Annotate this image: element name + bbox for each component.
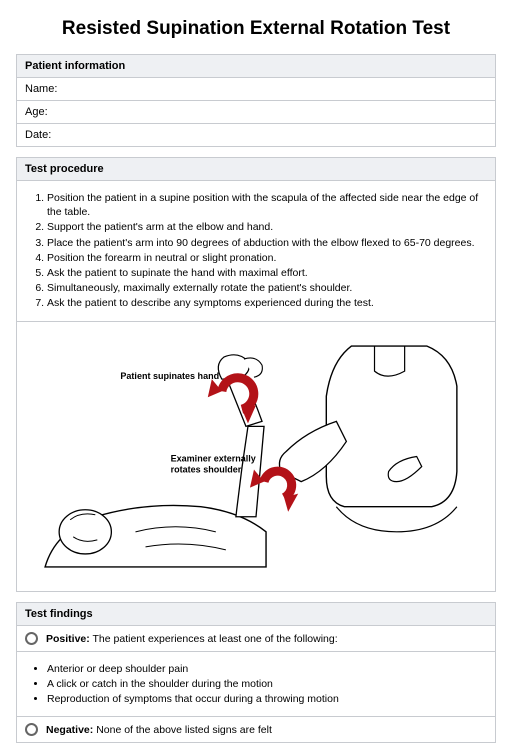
illustration: Patient supinates hand Examiner external…: [16, 322, 496, 592]
section-header-procedure: Test procedure: [16, 157, 496, 181]
page-title: Resisted Supination External Rotation Te…: [16, 18, 496, 40]
field-age[interactable]: Age:: [16, 101, 496, 124]
procedure-step: Simultaneously, maximally externally rot…: [47, 281, 487, 295]
field-name[interactable]: Name:: [16, 78, 496, 101]
field-date[interactable]: Date:: [16, 124, 496, 147]
procedure-step: Position the patient in a supine positio…: [47, 191, 487, 219]
procedure-step: Ask the patient to describe any symptoms…: [47, 296, 487, 310]
symptoms-list: Anterior or deep shoulder pain A click o…: [25, 662, 487, 706]
section-header-findings: Test findings: [16, 602, 496, 626]
positive-desc: The patient experiences at least one of …: [93, 633, 338, 645]
label-supinate: Patient supinates hand: [120, 372, 219, 382]
procedure-step: Place the patient's arm into 90 degrees …: [47, 236, 487, 250]
finding-positive-row[interactable]: Positive: The patient experiences at lea…: [16, 626, 496, 652]
procedure-list: Position the patient in a supine positio…: [25, 191, 487, 310]
finding-positive-text: Positive: The patient experiences at lea…: [46, 633, 338, 645]
procedure-step: Ask the patient to supinate the hand wit…: [47, 266, 487, 280]
symptoms-body: Anterior or deep shoulder pain A click o…: [16, 652, 496, 717]
illustration-svg: Patient supinates hand Examiner external…: [25, 330, 487, 583]
symptom-item: Reproduction of symptoms that occur duri…: [47, 692, 487, 707]
procedure-step: Position the forearm in neutral or sligh…: [47, 251, 487, 265]
symptom-item: Anterior or deep shoulder pain: [47, 662, 487, 677]
label-rotate-2: rotates shoulder: [171, 465, 242, 475]
label-rotate-1: Examiner externally: [171, 454, 256, 464]
finding-negative-row[interactable]: Negative: None of the above listed signs…: [16, 717, 496, 743]
section-header-patient-info: Patient information: [16, 54, 496, 78]
radio-icon[interactable]: [25, 632, 38, 645]
procedure-body: Position the patient in a supine positio…: [16, 181, 496, 322]
procedure-step: Support the patient's arm at the elbow a…: [47, 220, 487, 234]
positive-label: Positive:: [46, 633, 90, 645]
symptom-item: A click or catch in the shoulder during …: [47, 677, 487, 692]
